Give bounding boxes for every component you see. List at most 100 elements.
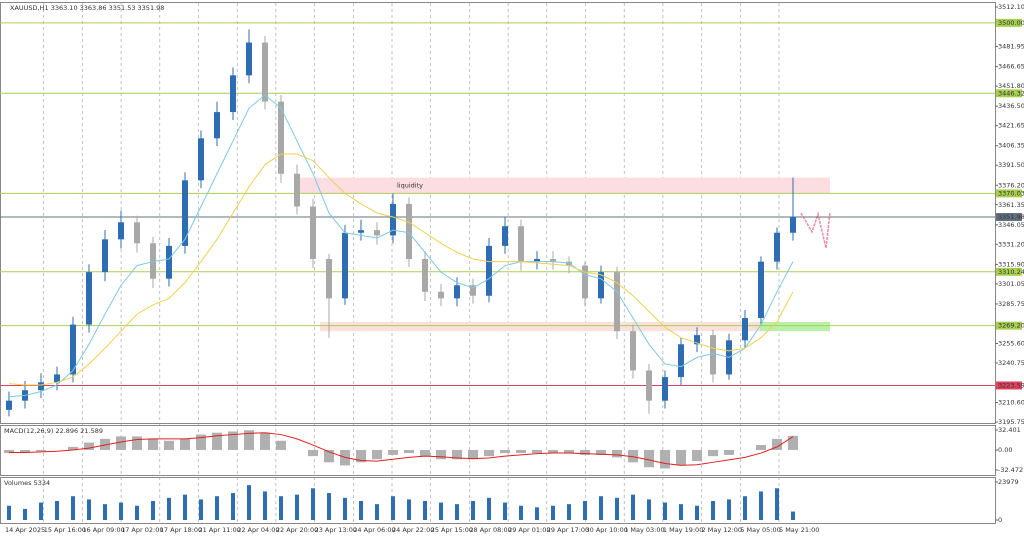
candle-body (246, 42, 252, 76)
y-tick-label: 3301.05 (998, 280, 1024, 288)
candle-body (342, 232, 348, 299)
macd-bar (356, 449, 366, 463)
volume-bar (39, 502, 43, 520)
candle-body (566, 261, 572, 266)
volume-bar (711, 500, 715, 520)
candle-body (86, 272, 92, 325)
macd-bar (468, 449, 478, 460)
volume-bar (551, 505, 555, 520)
volume-bar (279, 496, 283, 520)
candle-body (678, 344, 684, 378)
macd-bar (116, 436, 126, 450)
level-tag (996, 267, 1022, 276)
candle-body (662, 377, 668, 401)
candle-body (278, 101, 284, 174)
macd-bar (388, 449, 398, 455)
volume-frame (0, 477, 996, 524)
level-label: 3500.00 (998, 19, 1024, 27)
volume-bar (7, 505, 11, 520)
volume-bar (535, 507, 539, 520)
volume-label: Volumes 5334 (4, 479, 50, 487)
macd-bar (148, 438, 158, 450)
candle-body (262, 42, 268, 102)
macd-bar (404, 449, 414, 454)
x-tick-label: 17 Apr 02:00 (121, 526, 163, 534)
volume-bar (151, 500, 155, 520)
candle-body (614, 272, 620, 332)
candle-body (166, 245, 172, 279)
macd-bar (724, 449, 734, 455)
macd-bar (612, 449, 622, 458)
macd-bar (660, 449, 670, 469)
x-tick-label: 22 Apr 04:00 (237, 526, 279, 534)
y-tick-label: 3481.95 (998, 43, 1024, 51)
volume-last: 5334 (34, 479, 51, 487)
volume-bar (743, 496, 747, 520)
x-tick-label: 17 Apr 18:00 (160, 526, 202, 534)
y-tick-label: 3421.65 (998, 122, 1024, 130)
candle-body (470, 285, 476, 296)
candle-body (454, 285, 460, 299)
macd-bar (708, 449, 718, 457)
candle-body (182, 180, 188, 246)
volume-bar (103, 504, 107, 520)
y-tick-label: -32.472 (998, 466, 1023, 474)
y-tick-label: 3361.35 (998, 201, 1024, 209)
level-tag (996, 213, 1022, 222)
level-tag (996, 381, 1022, 390)
macd-bar (692, 449, 702, 462)
volume-bar (599, 496, 603, 520)
y-tick-label: 23979 (998, 478, 1019, 486)
volume-bar (407, 499, 411, 520)
level-label: 3310.24 (998, 268, 1024, 276)
macd-bar (676, 449, 686, 466)
volume-bar (391, 496, 395, 520)
candle-body (630, 331, 636, 371)
candle-body (230, 75, 236, 113)
macd-bar (580, 449, 590, 455)
level-label: 3223.59 (998, 381, 1024, 389)
candle-body (710, 335, 716, 375)
volume-bar (343, 497, 347, 520)
candle-body (214, 112, 220, 139)
macd-bar (228, 431, 238, 450)
volume-bar (119, 502, 123, 520)
volume-bar (439, 502, 443, 520)
price-frame (0, 2, 996, 424)
y-tick-label: 3331.20 (998, 240, 1024, 248)
macd-bar (308, 449, 318, 457)
level-label: 3370.03 (998, 189, 1024, 197)
candle-body (118, 222, 124, 240)
x-tick-label: 22 Apr 20:00 (276, 526, 318, 534)
y-tick-label: 3466.65 (998, 63, 1024, 71)
y-tick-label: 3210.60 (998, 399, 1024, 407)
x-tick-label: 16 Apr 09:00 (82, 526, 124, 534)
y-tick-label: 3436.50 (998, 102, 1024, 110)
x-tick-label: 29 Apr 17:00 (547, 526, 589, 534)
volume-bar (679, 504, 683, 520)
candle-body (374, 230, 380, 236)
volume-bar (263, 491, 267, 520)
y-tick-label: 3512.10 (998, 3, 1024, 11)
candle-body (326, 259, 332, 299)
y-tick-label: 3346.05 (998, 221, 1024, 229)
volume-bar (311, 488, 315, 520)
macd-bar (500, 449, 510, 454)
x-tick-label: 2 May 12:00 (702, 526, 742, 534)
macd-bar (68, 446, 78, 450)
macd-bar (212, 432, 222, 450)
macd-bar (756, 445, 766, 450)
macd-bar (4, 449, 14, 454)
level-label: 3351.98 (998, 213, 1024, 221)
x-tick-label: 5 May 21:00 (779, 526, 819, 534)
volume-bar (727, 499, 731, 520)
volume-bar (695, 505, 699, 520)
y-tick-label: 3376.20 (998, 181, 1024, 189)
candle-body (422, 259, 428, 292)
zone (300, 177, 830, 194)
macd-bar (788, 435, 798, 450)
macd-bar (564, 449, 574, 454)
candle-body (774, 232, 780, 262)
y-tick-label: 3451.80 (998, 82, 1024, 90)
